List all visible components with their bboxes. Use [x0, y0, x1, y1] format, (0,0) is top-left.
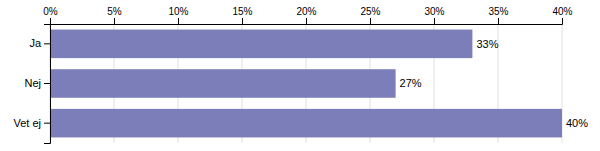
tick: Nej	[24, 77, 50, 89]
tick-label: 35%	[488, 6, 508, 17]
tick-mark	[370, 18, 371, 24]
tick-label: 40%	[552, 6, 572, 17]
tick: 20%	[296, 6, 316, 24]
tick: 40%	[552, 6, 572, 24]
chart: 0% 5% 10% 15% 20% 25% 30% 35% 40% Ja Nej Vet ej 33% 2…	[0, 0, 600, 151]
axis-line	[51, 18, 563, 25]
grid	[50, 24, 562, 143]
bars	[50, 30, 562, 138]
y-axis: Ja Nej Vet ej	[13, 25, 50, 144]
tick-mark	[498, 18, 499, 24]
tick: 0%	[43, 6, 58, 24]
tick-label: Nej	[24, 77, 41, 89]
tick-mark	[178, 18, 179, 24]
tick-mark	[562, 18, 563, 24]
tick-mark	[50, 18, 51, 24]
data-label: 27%	[400, 77, 422, 89]
tick-mark	[114, 18, 115, 24]
tick-mark	[44, 123, 50, 124]
tick: 10%	[168, 6, 188, 24]
tick-mark	[306, 18, 307, 24]
x-axis: 0% 5% 10% 15% 20% 25% 30% 35% 40%	[43, 6, 572, 25]
tick-mark	[44, 83, 50, 84]
tick: Vet ej	[13, 117, 50, 129]
tick-label: 30%	[424, 6, 444, 17]
tick: 35%	[488, 6, 508, 24]
tick-mark	[44, 43, 50, 44]
data-label: 33%	[476, 38, 498, 50]
tick: 25%	[360, 6, 380, 24]
tick: 30%	[424, 6, 444, 24]
bar	[50, 30, 472, 59]
tick-label: 10%	[168, 6, 188, 17]
tick: Ja	[29, 37, 50, 49]
tick-label: 0%	[43, 6, 58, 17]
tick-label: 25%	[360, 6, 380, 17]
tick-mark	[242, 18, 243, 24]
bar	[50, 69, 396, 98]
bar	[50, 109, 562, 138]
tick-label: 5%	[107, 6, 122, 17]
data-labels: 33% 27% 40%	[400, 38, 589, 129]
tick: 15%	[232, 6, 252, 24]
tick-label: Ja	[29, 37, 42, 49]
tick-label: 15%	[232, 6, 252, 17]
tick-mark	[434, 18, 435, 24]
data-label: 40%	[566, 117, 588, 129]
tick-label: Vet ej	[13, 117, 41, 129]
tick: 5%	[107, 6, 122, 24]
chart-container: 0% 5% 10% 15% 20% 25% 30% 35% 40% Ja Nej Vet ej 33% 2…	[0, 0, 600, 151]
tick-label: 20%	[296, 6, 316, 17]
axis-line	[44, 25, 51, 144]
plot: 0% 5% 10% 15% 20% 25% 30% 35% 40% Ja Nej Vet ej 33% 2…	[13, 6, 588, 144]
